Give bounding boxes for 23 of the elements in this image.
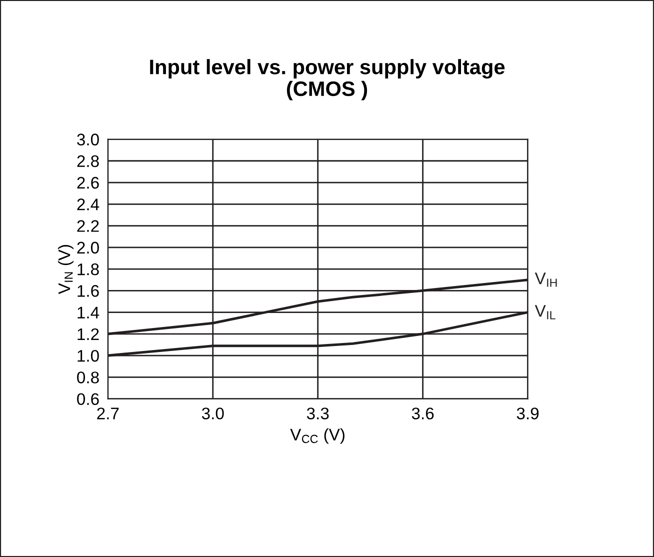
y-tick-label: 2.4 <box>77 198 100 210</box>
series-label: V$_{IH}$ <box>534 272 557 287</box>
x-tick-label: 3.6 <box>412 408 434 420</box>
y-tick-label: 2.0 <box>77 242 99 254</box>
y-tick-label: 1.8 <box>78 263 99 276</box>
y-tick-label: 0.6 <box>77 393 99 406</box>
x-tick-label: 3.3 <box>306 408 329 420</box>
y-tick-label: 2.8 <box>77 155 99 168</box>
y-tick-label: 3.0 <box>77 134 99 146</box>
x-tick-label: 3.9 <box>516 408 539 420</box>
y-tick-label: 1.6 <box>78 285 99 297</box>
y-tick-label: 2.2 <box>77 220 99 232</box>
series-label: V$_{IL}$ <box>534 305 556 320</box>
y-tick-label: 1.2 <box>78 328 99 340</box>
x-tick-label: 2.7 <box>97 408 119 420</box>
chart-title: Input level vs. power supply voltage (CMOS ) <box>150 59 505 100</box>
x-tick-label: 3.0 <box>202 408 224 420</box>
y-tick-label: 1.4 <box>78 306 100 318</box>
x-axis-title: V$_{CC}$ (V) <box>290 428 344 444</box>
y-tick-label: 1.0 <box>78 350 99 362</box>
y-axis-title: V$_{IN}$ (V) <box>58 245 74 294</box>
y-tick-label: 0.8 <box>77 372 99 384</box>
y-tick-label: 2.6 <box>77 176 99 189</box>
